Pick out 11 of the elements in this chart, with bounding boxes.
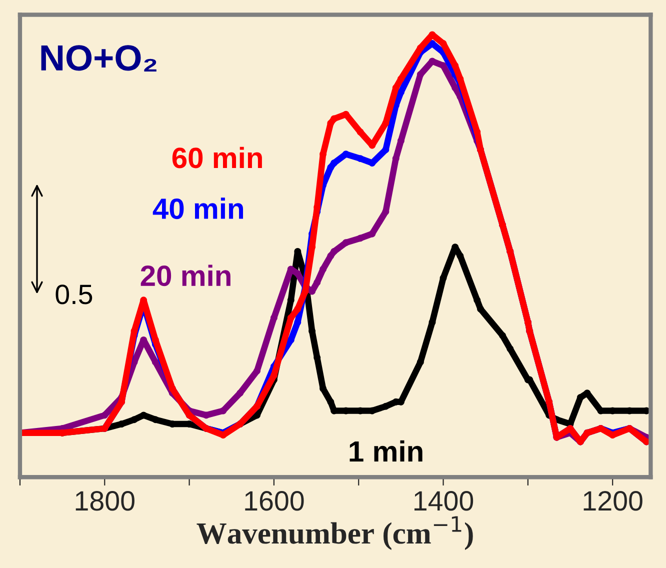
annotation: 0.5	[56, 284, 92, 304]
series-label: 1 min	[350, 440, 422, 462]
series-label: 20 min	[140, 264, 230, 286]
x-tick-label: 1600	[245, 491, 304, 511]
x-axis-title: Wavenumber (cm$^{−1}$)	[196, 516, 473, 550]
x-tick-label: 1400	[414, 491, 474, 511]
x-tick-label: 1800	[76, 491, 134, 511]
text: 40 min	[152, 198, 244, 220]
x-tick-label: 1200	[584, 491, 642, 511]
annotation: NO+O₂	[41, 45, 156, 72]
series-label: 60 min	[172, 146, 262, 168]
